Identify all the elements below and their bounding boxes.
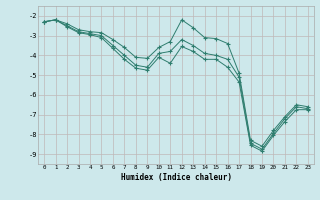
X-axis label: Humidex (Indice chaleur): Humidex (Indice chaleur) <box>121 173 231 182</box>
